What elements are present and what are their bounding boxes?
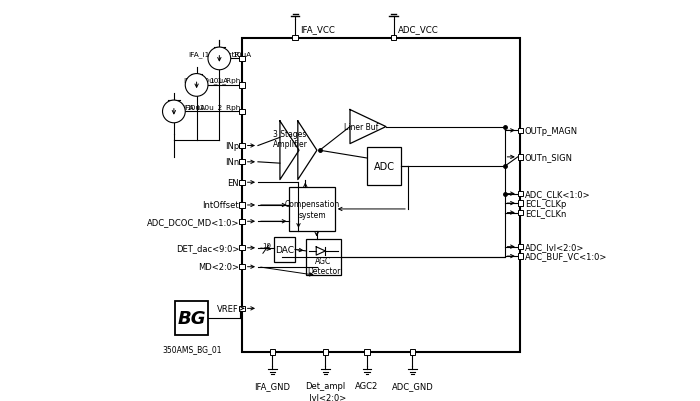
Text: EN: EN: [228, 178, 239, 187]
Text: DAC: DAC: [275, 245, 294, 254]
Text: DET_dac<9:0>: DET_dac<9:0>: [176, 244, 239, 253]
Bar: [518, 128, 523, 134]
Text: IntOffset: IntOffset: [202, 201, 239, 210]
Text: OUTp_MAGN: OUTp_MAGN: [525, 127, 578, 136]
Bar: [239, 160, 245, 165]
Text: 10uA: 10uA: [209, 78, 228, 84]
Bar: [239, 219, 245, 224]
Text: IFA_i10u_1_Rph: IFA_i10u_1_Rph: [183, 77, 240, 84]
Text: ADC_DCOC_MD<1:0>: ADC_DCOC_MD<1:0>: [146, 217, 239, 226]
Text: IFA_i10u_2_Rph: IFA_i10u_2_Rph: [183, 103, 240, 110]
Bar: [239, 109, 245, 115]
Circle shape: [162, 101, 186, 124]
Text: BG: BG: [177, 309, 206, 327]
Bar: [518, 192, 523, 197]
Bar: [239, 306, 245, 311]
Text: MD<2:0>: MD<2:0>: [198, 263, 239, 271]
Text: AGC
Detector: AGC Detector: [307, 256, 340, 275]
Text: 350AMS_BG_01: 350AMS_BG_01: [162, 344, 221, 353]
Text: Liner Buf: Liner Buf: [344, 123, 379, 132]
Bar: [518, 211, 523, 216]
Text: ADC_GND: ADC_GND: [391, 381, 433, 391]
Bar: [518, 254, 523, 259]
Text: AGC2: AGC2: [356, 381, 379, 391]
Bar: [323, 349, 328, 354]
Bar: [293, 36, 297, 41]
Bar: [518, 201, 523, 206]
Bar: [518, 244, 523, 250]
Bar: [518, 155, 523, 160]
Text: ECL_CLKn: ECL_CLKn: [525, 209, 566, 217]
Bar: [239, 57, 245, 62]
Text: ADC: ADC: [374, 162, 395, 172]
Bar: [175, 301, 209, 335]
Text: Det_ampl
_lvl<2:0>: Det_ampl _lvl<2:0>: [304, 381, 346, 401]
Text: IFA_i10u_ExtR: IFA_i10u_ExtR: [189, 51, 240, 57]
Text: Compensation
system: Compensation system: [284, 200, 340, 219]
Bar: [367, 148, 401, 186]
Text: IFA_VCC: IFA_VCC: [300, 25, 335, 34]
Bar: [239, 245, 245, 251]
Bar: [410, 349, 415, 354]
Text: ADC_VCC: ADC_VCC: [398, 25, 439, 34]
Circle shape: [186, 74, 208, 97]
Text: OUTn_SIGN: OUTn_SIGN: [525, 153, 573, 162]
Text: INp: INp: [225, 142, 239, 151]
Bar: [274, 237, 295, 262]
Text: IFA_GND: IFA_GND: [254, 381, 290, 391]
Text: 10: 10: [262, 242, 272, 248]
Text: ADC_BUF_VC<1:0>: ADC_BUF_VC<1:0>: [525, 252, 608, 261]
Text: ECL_CLKp: ECL_CLKp: [525, 199, 566, 208]
Text: Amplifier: Amplifier: [272, 140, 307, 148]
Bar: [239, 83, 245, 88]
Text: INn: INn: [225, 158, 239, 167]
Circle shape: [208, 48, 231, 71]
Bar: [365, 349, 370, 354]
Text: 3 Stages: 3 Stages: [273, 130, 307, 139]
Bar: [242, 38, 520, 352]
Text: 10uA: 10uA: [186, 105, 206, 111]
Bar: [239, 264, 245, 270]
Text: ADC_lvl<2:0>: ADC_lvl<2:0>: [525, 243, 584, 251]
Bar: [239, 203, 245, 208]
Bar: [391, 36, 396, 41]
Bar: [270, 349, 275, 354]
Bar: [307, 240, 340, 276]
Bar: [239, 144, 245, 149]
Text: VREF: VREF: [217, 304, 239, 313]
Bar: [239, 180, 245, 185]
Text: ADC_CLK<1:0>: ADC_CLK<1:0>: [525, 190, 591, 198]
Text: 10uA: 10uA: [232, 52, 251, 58]
Bar: [289, 188, 335, 231]
